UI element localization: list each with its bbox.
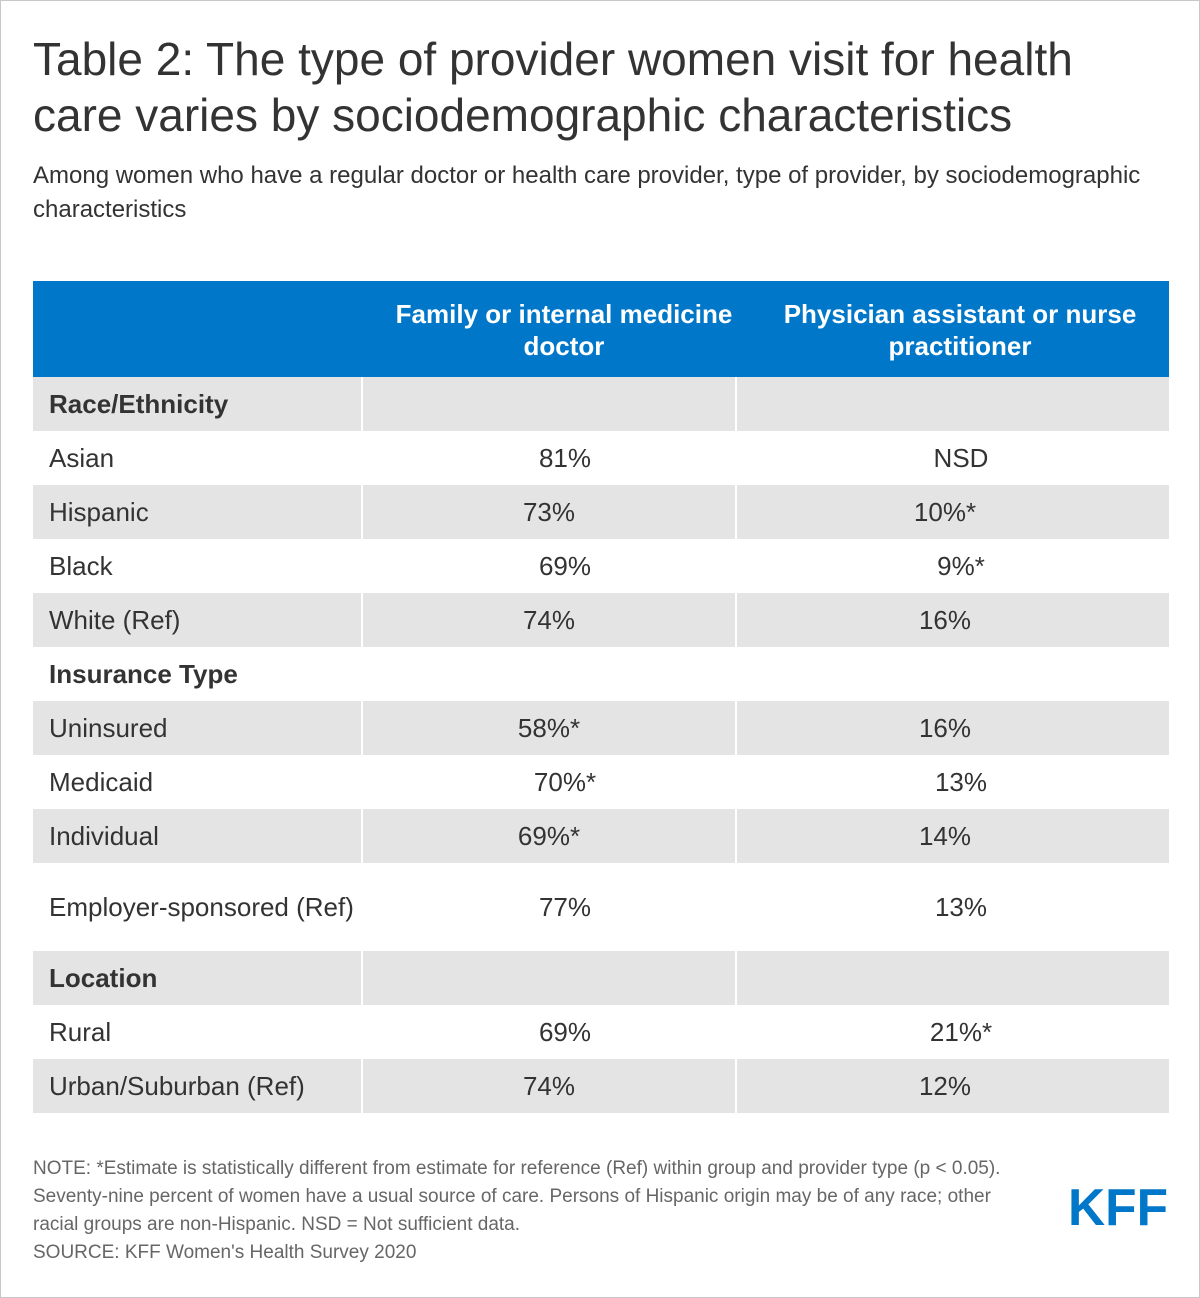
pa-np-value: 21%* [929,1016,993,1047]
table-body: Race/Ethnicity Asian 81% NSD Hispanic 73% 10%*… [33,377,1169,1113]
row-label: Employer-sponsored (Ref) [49,892,354,922]
table-row: Asian 81% NSD [33,431,1169,485]
pa-np-value: 14% [735,809,1153,863]
table-row: Individual 69%* 14% [33,809,1169,863]
family-doctor-value: 69% [538,1016,592,1047]
chart-title: Table 2: The type of provider women visi… [33,33,1073,141]
pa-np-value: 10%* [735,485,1153,539]
note-text: NOTE: *Estimate is statistically differe… [33,1158,1001,1235]
empty-cell [361,951,735,1005]
row-label: Individual [49,821,159,851]
header-pa-np: Physician assistant or nurse practitione… [783,299,1137,361]
table-row: Rural 69% 21%* [33,1005,1169,1059]
family-doctor-value: 81% [538,442,592,473]
family-doctor-value: 73% [361,485,735,539]
pa-np-value: 16% [735,701,1153,755]
row-label: Hispanic [49,497,149,527]
table-row: White (Ref) 74% 16% [33,593,1169,647]
family-doctor-value: 74% [361,1059,735,1113]
row-label: Rural [49,1017,112,1047]
row-label: Black [49,551,113,581]
family-doctor-value: 77% [538,891,592,922]
empty-cell [735,951,1153,1005]
empty-cell [361,377,735,431]
pa-np-value: 13% [934,766,988,797]
pa-np-value: 16% [735,593,1153,647]
pa-np-value: 9%* [937,550,985,581]
empty-cell [735,377,1153,431]
header-family-doctor: Family or internal medicine doctor [395,299,733,361]
source-text: SOURCE: KFF Women's Health Survey 2020 [33,1242,417,1263]
table-row: Medicaid 70%* 13% [33,755,1169,809]
data-table: Family or internal medicine doctor Physi… [33,281,1169,1113]
family-doctor-value: 58%* [361,701,735,755]
row-label: Uninsured [49,713,168,743]
group-header-row: Race/Ethnicity [33,377,1169,431]
group-header-row: Location [33,951,1169,1005]
family-doctor-value: 69% [538,550,592,581]
footnote: NOTE: *Estimate is statistically differe… [33,1155,1023,1267]
row-label: Urban/Suburban (Ref) [49,1071,305,1101]
table-row: Hispanic 73% 10%* [33,485,1169,539]
table-row: Urban/Suburban (Ref) 74% 12% [33,1059,1169,1113]
family-doctor-value: 74% [361,593,735,647]
group-label: Location [49,963,158,993]
kff-logo-text: KFF [1068,1183,1168,1231]
kff-logo: KFF [1068,1183,1168,1231]
table-row: Black 69% 9%* [33,539,1169,593]
family-doctor-value: 70%* [533,766,597,797]
group-header-row: Insurance Type [33,647,1169,701]
row-label: White (Ref) [49,605,181,635]
group-label: Insurance Type [49,659,238,689]
row-label: Medicaid [49,767,154,797]
table-row: Uninsured 58%* 16% [33,701,1169,755]
pa-np-value: 13% [934,891,988,922]
table-header: Family or internal medicine doctor Physi… [33,281,1169,377]
pa-np-value: NSD [933,442,989,473]
chart-subtitle: Among women who have a regular doctor or… [33,162,1141,223]
group-label: Race/Ethnicity [49,389,229,419]
family-doctor-value: 69%* [361,809,735,863]
row-label: Asian [49,443,115,473]
pa-np-value: 12% [735,1059,1153,1113]
table-row: Employer-sponsored (Ref) 77% 13% [33,863,1169,951]
